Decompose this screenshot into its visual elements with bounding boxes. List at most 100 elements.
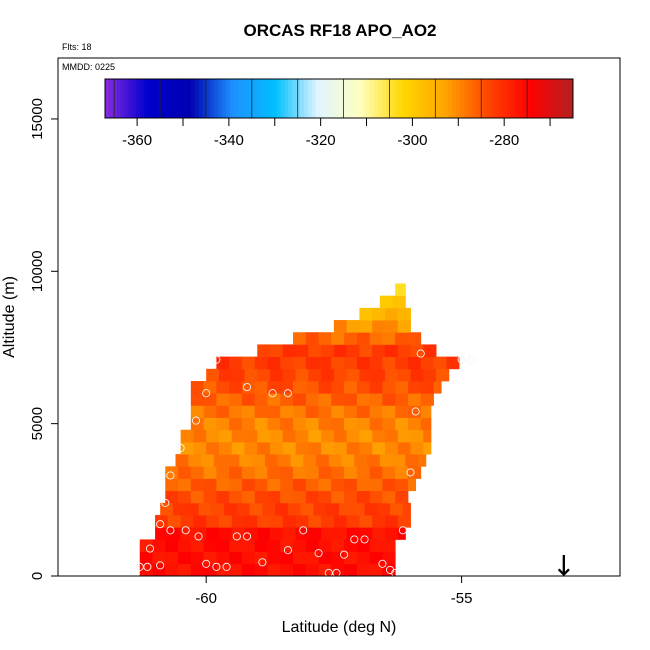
colorbar-segment — [124, 79, 129, 118]
heatmap-cell — [190, 380, 205, 394]
heatmap-cell — [407, 417, 422, 431]
observation-point — [156, 520, 165, 529]
heatmap-cell — [270, 441, 284, 455]
heatmap-cell — [359, 441, 373, 455]
heatmap-cell — [384, 515, 399, 528]
heatmap-cell — [369, 380, 383, 394]
heatmap-cell — [280, 405, 294, 418]
heatmap-cell — [226, 454, 240, 467]
heatmap-cell — [203, 539, 217, 553]
heatmap-cell — [241, 551, 256, 565]
heatmap-cell — [282, 527, 296, 540]
colorbar-segment — [569, 79, 574, 118]
heatmap-cell — [333, 429, 348, 443]
heatmap-cell — [382, 478, 396, 492]
heatmap-cell — [318, 563, 332, 577]
colorbar-segment — [424, 79, 430, 118]
heatmap-cell — [369, 332, 383, 345]
heatmap-cell — [321, 527, 335, 540]
heatmap-cell — [318, 417, 332, 431]
heatmap-cell — [257, 344, 271, 358]
heatmap-cell — [216, 551, 230, 565]
heatmap-cell — [395, 380, 409, 394]
heatmap-cell — [420, 393, 434, 406]
heatmap-cell — [270, 429, 284, 443]
heatmap-cell — [244, 527, 258, 540]
x-tick-label: -60 — [195, 590, 217, 607]
heatmap-cell — [293, 356, 307, 370]
heatmap-cell — [218, 429, 233, 443]
heatmap-cell — [328, 454, 342, 467]
colorbar-segment — [120, 79, 125, 118]
heatmap-cell — [254, 539, 268, 553]
heatmap-cell — [318, 539, 332, 553]
heatmap-cell — [303, 454, 317, 467]
heatmap-cell — [344, 417, 358, 431]
plot-area: ↓ — [135, 283, 576, 583]
heatmap-cell — [410, 429, 424, 443]
observation-point — [161, 498, 170, 507]
colorbar-segment — [225, 79, 231, 118]
heatmap-cell — [405, 454, 419, 467]
heatmap-cell — [280, 417, 294, 431]
heatmap-cell — [382, 332, 396, 345]
heatmap-cell — [218, 441, 233, 455]
heatmap-cell — [216, 466, 230, 479]
heatmap-cell — [267, 380, 281, 394]
heatmap-cell — [308, 344, 322, 358]
colorbar-segment — [541, 79, 547, 118]
heatmap-cell — [356, 563, 371, 577]
flights-annotation: Flts: 18 — [62, 42, 92, 52]
heatmap-cell — [331, 563, 345, 577]
colorbar-segment — [257, 79, 262, 118]
observation-point — [467, 355, 476, 364]
colorbar-tick-label: -280 — [489, 132, 519, 149]
heatmap-cell — [241, 393, 256, 406]
heatmap-cell — [277, 454, 291, 467]
heatmap-cell — [318, 466, 332, 479]
colorbar-segment — [323, 79, 328, 118]
colorbar-segment — [186, 79, 192, 118]
heatmap-cell — [356, 380, 371, 394]
heatmap-cell — [420, 380, 434, 394]
heatmap-cell — [231, 441, 245, 455]
colorbar-segment — [245, 79, 250, 118]
colorbar-segment — [128, 79, 133, 118]
colorbar-segment — [440, 79, 445, 118]
heatmap-cell — [318, 332, 332, 345]
heatmap-cell — [165, 490, 179, 504]
y-tick-label: 15000 — [29, 98, 46, 140]
heatmap-cell — [280, 490, 294, 504]
heatmap-cell — [290, 454, 304, 467]
heatmap-cell — [407, 393, 422, 406]
colorbar-segment — [116, 79, 122, 118]
heatmap-cell — [282, 441, 296, 455]
heatmap-cell — [201, 454, 215, 467]
colorbar-segment — [261, 79, 266, 118]
heatmap-cell — [305, 478, 319, 492]
colorbar-segment — [475, 79, 480, 118]
observation-point — [350, 535, 359, 544]
heatmap-cell — [423, 429, 432, 443]
heatmap-cell — [331, 405, 345, 418]
colorbar-segment — [491, 79, 496, 118]
colorbar-segment — [463, 79, 469, 118]
heatmap-cell — [190, 466, 205, 479]
colorbar-segment — [175, 79, 180, 118]
heatmap-cell — [331, 466, 345, 479]
heatmap-cell — [190, 490, 205, 504]
heatmap-cell — [139, 551, 153, 565]
heatmap-cell — [395, 478, 409, 492]
observation-point — [324, 568, 333, 578]
heatmap-cell — [165, 478, 179, 492]
heatmap-cell — [193, 441, 207, 455]
heatmap-cell — [231, 515, 245, 528]
heatmap-cell — [395, 466, 409, 479]
colorbar-segment — [229, 79, 235, 118]
heatmap-cell — [203, 405, 217, 418]
heatmap-cell — [254, 393, 268, 406]
observation-point — [258, 558, 267, 567]
heatmap-cell — [423, 368, 437, 382]
colorbar-segment — [518, 79, 523, 118]
heatmap-cell — [244, 515, 258, 528]
